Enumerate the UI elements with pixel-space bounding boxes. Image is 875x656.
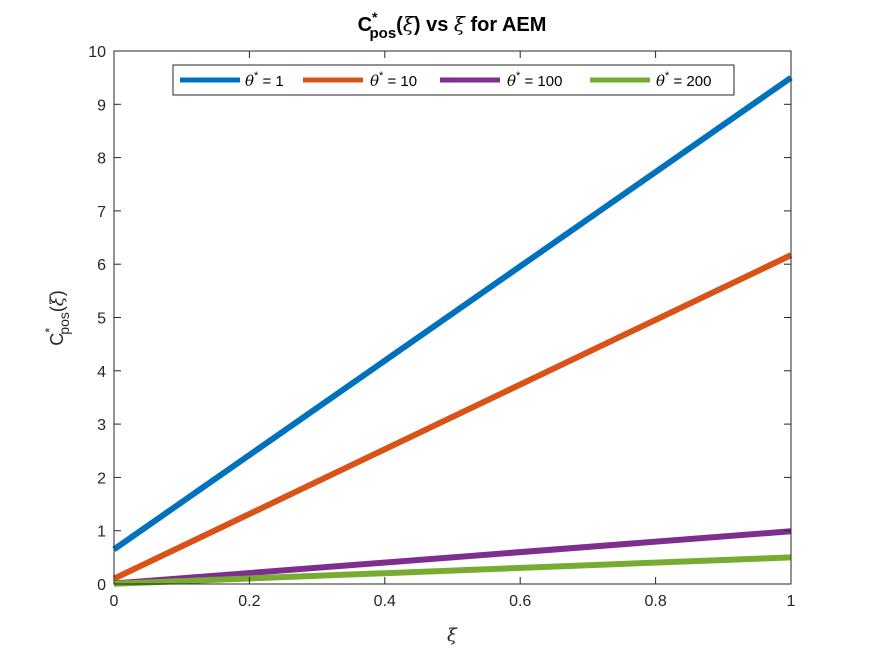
x-tick-label: 0.4: [374, 593, 396, 610]
y-tick-label: 9: [97, 97, 106, 114]
y-tick-label: 1: [97, 524, 106, 541]
legend-item-3: θ* = 100: [440, 70, 562, 90]
chart-title: C* pos(ξ) vs ξ for AEM: [358, 9, 547, 42]
legend: θ* = 1 θ* = 10 θ* = 100 θ* = 200: [172, 64, 735, 96]
series-line-3: [113, 528, 792, 587]
series-layer: [112, 75, 793, 587]
legend-item-1: θ* = 1: [180, 70, 284, 90]
y-tick-label: 2: [97, 470, 106, 487]
legend-label-1: θ* = 1: [245, 70, 284, 90]
x-tick-label: 0.8: [644, 593, 666, 610]
legend-item-2: θ* = 10: [303, 70, 417, 90]
y-tick-label: 7: [97, 204, 106, 221]
x-axis-label: ξ: [447, 625, 458, 646]
series-line-1: [112, 75, 793, 552]
y-tick-label: 6: [97, 257, 106, 274]
y-tick-label: 8: [97, 151, 106, 168]
y-axis-label: C*pos(ξ): [42, 290, 72, 346]
legend-item-4: θ* = 200: [590, 70, 711, 90]
series-line-4: [113, 554, 792, 587]
y-tick-label: 3: [97, 417, 106, 434]
series-line-2: [112, 252, 793, 582]
x-tick-label: 1: [787, 593, 796, 610]
x-tick-label: 0: [110, 593, 119, 610]
legend-label-3: θ* = 100: [507, 70, 562, 90]
y-tick-label: 0: [97, 577, 106, 594]
y-tick-label: 5: [97, 311, 106, 328]
y-tick-label: 4: [97, 364, 106, 381]
x-tick-label: 0.2: [238, 593, 260, 610]
x-tick-label: 0.6: [509, 593, 531, 610]
y-tick-label: 10: [88, 44, 106, 61]
legend-label-2: θ* = 10: [370, 70, 417, 90]
legend-label-4: θ* = 200: [656, 70, 711, 90]
plot-area: [114, 51, 791, 584]
